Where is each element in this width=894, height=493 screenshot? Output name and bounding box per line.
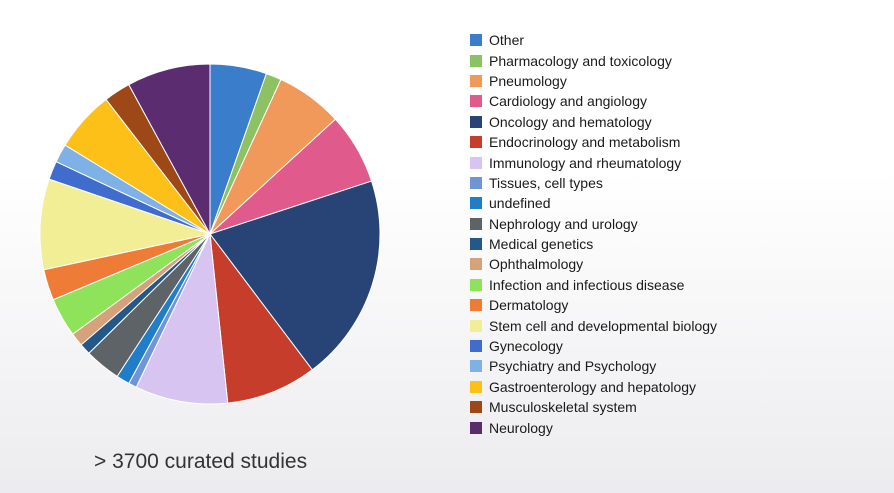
legend-item: Tissues, cell types bbox=[470, 173, 880, 193]
legend-item: Dermatology bbox=[470, 295, 880, 315]
legend-swatch bbox=[470, 156, 482, 169]
legend-swatch bbox=[470, 197, 482, 210]
legend-label: Pneumology bbox=[489, 72, 567, 89]
pie-slice-oncology-and-hematology bbox=[209, 180, 381, 371]
legend-label: Medical genetics bbox=[489, 236, 594, 253]
legend-item: Musculoskeletal system bbox=[470, 397, 880, 417]
legend-label: Cardiology and angiology bbox=[489, 93, 647, 110]
legend-swatch bbox=[470, 299, 482, 312]
legend-swatch bbox=[470, 54, 482, 67]
legend-label: Dermatology bbox=[489, 297, 569, 314]
legend-swatch bbox=[470, 176, 482, 189]
legend-item: Medical genetics bbox=[470, 234, 880, 254]
legend-swatch bbox=[470, 360, 482, 373]
legend-swatch bbox=[470, 95, 482, 108]
legend-item: Gastroenterology and hepatology bbox=[470, 377, 880, 397]
legend-swatch bbox=[470, 401, 482, 414]
legend-label: Infection and infectious disease bbox=[489, 276, 685, 293]
legend-item: undefined bbox=[470, 193, 880, 213]
legend-item: Infection and infectious disease bbox=[470, 275, 880, 295]
pie-slice-stem-cell-and-developmental-biology bbox=[39, 178, 212, 271]
legend-item: Cardiology and angiology bbox=[470, 91, 880, 111]
legend-label: Endocrinology and metabolism bbox=[489, 134, 681, 151]
legend-swatch bbox=[470, 136, 482, 149]
legend-item: Gynecology bbox=[470, 336, 880, 356]
legend-label: Other bbox=[489, 32, 525, 49]
legend-label: Ophthalmology bbox=[489, 256, 584, 273]
legend-label: Nephrology and urology bbox=[489, 215, 638, 232]
legend-label: Immunology and rheumatology bbox=[489, 154, 682, 171]
caption-text: > 3700 curated studies bbox=[94, 450, 308, 473]
legend-swatch bbox=[470, 217, 482, 230]
legend-label: Gastroenterology and hepatology bbox=[489, 378, 697, 395]
legend-swatch bbox=[470, 380, 482, 393]
legend-swatch bbox=[470, 74, 482, 87]
legend-swatch bbox=[470, 319, 482, 332]
legend-swatch bbox=[470, 115, 482, 128]
pie-slice-neurology bbox=[128, 63, 211, 235]
legend-label: Neurology bbox=[489, 419, 553, 436]
legend-item: Ophthalmology bbox=[470, 254, 880, 274]
chart-legend: Other Pharmacology and toxicology Pneumolo… bbox=[470, 30, 880, 438]
legend-item: Psychiatry and Psychology bbox=[470, 356, 880, 376]
legend-item: Neurology bbox=[470, 417, 880, 437]
legend-item: Stem cell and developmental biology bbox=[470, 315, 880, 335]
legend-item: Oncology and hematology bbox=[470, 112, 880, 132]
legend-item: Endocrinology and metabolism bbox=[470, 132, 880, 152]
legend-swatch bbox=[470, 278, 482, 291]
legend-item: Nephrology and urology bbox=[470, 214, 880, 234]
legend-label: Musculoskeletal system bbox=[489, 399, 637, 416]
legend-item: Pharmacology and toxicology bbox=[470, 50, 880, 70]
legend-item: Pneumology bbox=[470, 71, 880, 91]
legend-item: Other bbox=[470, 30, 880, 50]
pie-slice-immunology-and-rheumatology bbox=[135, 232, 229, 405]
legend-label: Stem cell and developmental biology bbox=[489, 317, 718, 334]
legend-swatch bbox=[470, 340, 482, 353]
pie-slice-endocrinology-and-metabolism bbox=[209, 232, 313, 404]
legend-label: Pharmacology and toxicology bbox=[489, 52, 672, 69]
legend-swatch bbox=[470, 258, 482, 271]
legend-label: Gynecology bbox=[489, 338, 563, 355]
legend-label: undefined bbox=[489, 195, 551, 212]
legend-label: Psychiatry and Psychology bbox=[489, 358, 657, 375]
legend-label: Oncology and hematology bbox=[489, 113, 652, 130]
legend-item: Immunology and rheumatology bbox=[470, 152, 880, 172]
legend-label: Tissues, cell types bbox=[489, 174, 603, 191]
legend-swatch bbox=[470, 34, 482, 47]
legend-swatch bbox=[470, 238, 482, 251]
legend-swatch bbox=[470, 421, 482, 434]
